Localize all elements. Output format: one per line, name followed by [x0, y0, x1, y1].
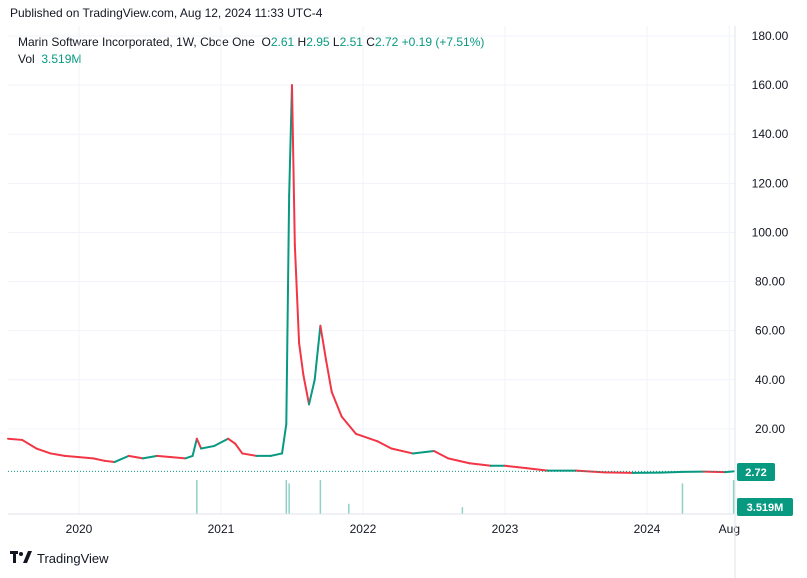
- open-label: O: [261, 35, 271, 49]
- price-segment: [290, 84, 296, 246]
- price-segment: [77, 456, 95, 460]
- y-tick-label: 80.00: [755, 275, 785, 289]
- price-segment: [724, 470, 735, 474]
- price-segment: [63, 454, 80, 459]
- grid-lines: [8, 26, 735, 514]
- high-label: H: [297, 35, 307, 49]
- x-tick-label: 2024: [634, 522, 661, 536]
- low-label: L: [332, 35, 340, 49]
- published-caption: Published on TradingView.com, Aug 12, 20…: [10, 6, 323, 20]
- price-segment: [127, 454, 144, 460]
- x-tick-label: 2021: [208, 522, 235, 536]
- price-segment: [340, 415, 357, 435]
- instrument-name: Marin Software Incorporated, 1W, Cboe On…: [18, 35, 255, 49]
- price-segment: [468, 462, 492, 467]
- price-segment: [141, 454, 159, 460]
- tradingview-logo-icon: [10, 551, 32, 566]
- volume-label: Vol: [18, 52, 35, 66]
- price-segment: [170, 456, 187, 460]
- price-segment: [319, 324, 328, 362]
- price-badge: 2.72: [737, 463, 775, 481]
- price-segment: [313, 324, 322, 381]
- y-tick-label: 20.00: [755, 422, 785, 436]
- y-tick-label: 40.00: [755, 373, 785, 387]
- x-tick-label: 2023: [492, 522, 519, 536]
- x-axis: 2020 2021 2022 2023 2024 Aug: [66, 522, 740, 536]
- price-segment: [281, 422, 288, 455]
- volume-row: Vol 3.519M: [18, 51, 484, 68]
- price-segment: [212, 437, 230, 448]
- price-segment: [7, 437, 24, 441]
- y-tick-label: 100.00: [752, 225, 789, 239]
- price-segment: [330, 391, 343, 418]
- price-segment: [234, 442, 244, 455]
- volume-badge: 3.519M: [737, 498, 793, 516]
- price-segment: [92, 457, 106, 462]
- y-axis: 180.00 160.00 140.00 120.00 100.00 80.00 60.00…: [752, 29, 789, 436]
- ohlc-row: Marin Software Incorporated, 1W, Cboe On…: [18, 34, 484, 51]
- chart-legend: Marin Software Incorporated, 1W, Cboe On…: [18, 34, 484, 68]
- y-tick-label: 160.00: [752, 78, 789, 92]
- x-tick-label: 2020: [66, 522, 93, 536]
- close-value: 2.72: [374, 35, 399, 49]
- x-tick-label: 2022: [350, 522, 377, 536]
- volume-bars: [196, 480, 735, 514]
- brand-name: TradingView: [37, 551, 109, 566]
- price-segment: [113, 454, 130, 464]
- price-segment: [49, 452, 66, 457]
- price-segment: [103, 459, 116, 464]
- price-segment: [35, 447, 52, 455]
- high-value: 2.95: [306, 35, 330, 49]
- y-tick-label: 60.00: [755, 324, 785, 338]
- change-value: +0.19 (+7.51%): [401, 35, 485, 49]
- price-segment: [195, 437, 203, 450]
- price-segment: [21, 438, 38, 450]
- y-tick-label: 120.00: [752, 176, 789, 190]
- price-segment: [200, 445, 215, 450]
- price-segment: [269, 452, 284, 457]
- volume-value: 3.519M: [41, 52, 82, 66]
- price-segment: [285, 194, 291, 425]
- y-tick-label: 140.00: [752, 127, 789, 141]
- price-segment: [503, 464, 528, 470]
- price-segment: [156, 454, 173, 459]
- price-segment: [432, 449, 450, 460]
- price-segment: [411, 449, 435, 455]
- price-segment: [293, 243, 301, 344]
- low-value: 2.51: [339, 35, 363, 49]
- price-segment: [298, 341, 305, 376]
- y-tick-label: 180.00: [752, 29, 789, 43]
- volume-badge-text: 3.519M: [747, 502, 784, 514]
- price-segment: [191, 437, 198, 457]
- price-segment: [390, 447, 414, 455]
- close-label: C: [366, 35, 375, 49]
- price-segment: [241, 452, 258, 457]
- price-segment: [325, 359, 333, 394]
- price-segment: [376, 440, 393, 450]
- price-segment: [184, 454, 194, 460]
- x-tick-label: Aug: [719, 522, 740, 536]
- price-badge-text: 2.72: [745, 467, 766, 479]
- price-segment: [525, 467, 549, 472]
- price-segment: [447, 457, 471, 465]
- price-segment: [227, 437, 237, 445]
- price-segment: [660, 470, 684, 474]
- price-segment: [354, 432, 379, 443]
- price-segment: [308, 378, 316, 406]
- open-value: 2.61: [270, 35, 295, 49]
- price-series: [7, 84, 735, 474]
- footer-brand: TradingView: [10, 551, 109, 566]
- price-segment: [302, 373, 311, 406]
